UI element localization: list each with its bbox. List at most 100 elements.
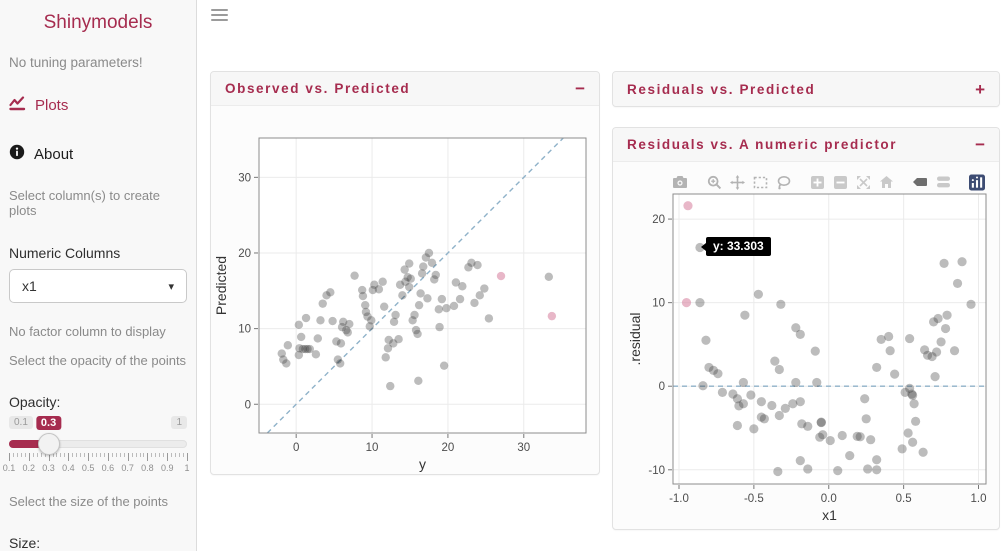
scatter-point[interactable]	[957, 257, 967, 267]
scatter-point[interactable]	[897, 444, 907, 454]
scatter-point[interactable]	[816, 417, 826, 427]
scatter-point[interactable]	[738, 377, 748, 388]
scatter-point[interactable]	[756, 397, 766, 407]
scatter-point[interactable]	[695, 298, 705, 308]
scatter-point[interactable]	[860, 394, 870, 404]
scatter-point[interactable]	[905, 333, 915, 344]
scatter-point[interactable]	[780, 403, 790, 413]
plotly-logo-icon[interactable]	[969, 174, 985, 190]
zoom-out-icon[interactable]	[832, 174, 848, 190]
scatter-point[interactable]	[773, 466, 783, 477]
pan-icon[interactable]	[729, 174, 745, 190]
scatter-point[interactable]	[734, 401, 744, 411]
autoscale-icon[interactable]	[855, 174, 871, 190]
scatter-point[interactable]	[936, 337, 946, 347]
numeric-columns-select[interactable]: x1 ▾	[9, 269, 187, 303]
scatter-point[interactable]	[704, 362, 714, 373]
box-select-icon[interactable]	[752, 174, 768, 190]
scatter-point[interactable]	[753, 289, 763, 299]
scatter-point[interactable]	[866, 435, 876, 445]
scatter-point[interactable]	[795, 455, 805, 466]
scatter-point[interactable]	[728, 389, 738, 399]
scatter-point[interactable]	[837, 430, 847, 441]
scatter-point[interactable]	[903, 428, 913, 438]
scatter-point[interactable]	[900, 387, 910, 398]
scatter-point[interactable]	[952, 278, 963, 289]
scatter-point[interactable]	[911, 416, 921, 426]
scatter-point[interactable]	[815, 432, 825, 442]
scatter-point[interactable]	[931, 347, 942, 357]
highlighted-scatter-point[interactable]	[681, 298, 692, 308]
scatter-point[interactable]	[852, 431, 862, 441]
camera-icon[interactable]	[672, 174, 688, 190]
scatter-point[interactable]	[833, 466, 843, 476]
scatter-point[interactable]	[872, 465, 882, 475]
scatter-point[interactable]	[845, 450, 855, 461]
scatter-point[interactable]	[918, 447, 928, 457]
scatter-point[interactable]	[940, 323, 951, 334]
scatter-point[interactable]	[876, 334, 886, 345]
scatter-point[interactable]	[749, 424, 759, 434]
scatter-point[interactable]	[825, 435, 835, 446]
scatter-point[interactable]	[767, 400, 777, 411]
scatter-point[interactable]	[922, 350, 933, 360]
scatter-point[interactable]	[795, 397, 805, 407]
scatter-point[interactable]	[788, 399, 798, 409]
scatter-point[interactable]	[928, 317, 939, 327]
scatter-point[interactable]	[732, 420, 742, 431]
scatter-point[interactable]	[803, 464, 813, 474]
residuals-vs-x1-plot[interactable]: -1.0 -0.5 0.0 0.5 1.0 -10 0 10 20 x1 .residual	[613, 162, 999, 530]
home-icon[interactable]	[878, 174, 894, 190]
scatter-point[interactable]	[908, 390, 918, 401]
scatter-point[interactable]	[927, 351, 937, 362]
sidebar-item-about[interactable]: About	[9, 144, 187, 164]
scatter-point[interactable]	[810, 346, 820, 356]
hover-closest-icon[interactable]	[912, 174, 928, 190]
collapse-minus-icon[interactable]: −	[575, 79, 585, 98]
scatter-point[interactable]	[863, 464, 873, 474]
scatter-point[interactable]	[909, 399, 919, 409]
hover-compare-icon[interactable]	[935, 174, 951, 190]
scatter-point[interactable]	[746, 390, 756, 400]
scatter-point[interactable]	[759, 414, 769, 424]
scatter-point[interactable]	[905, 383, 915, 393]
scatter-point[interactable]	[776, 299, 786, 309]
scatter-point[interactable]	[708, 365, 719, 375]
scatter-point[interactable]	[797, 419, 807, 429]
scatter-point[interactable]	[791, 377, 801, 388]
scatter-point[interactable]	[890, 369, 900, 379]
scatter-point[interactable]	[698, 381, 708, 391]
zoom-icon[interactable]	[706, 174, 722, 190]
scatter-point[interactable]	[803, 421, 813, 431]
scatter-point[interactable]	[861, 414, 871, 424]
scatter-point[interactable]	[942, 310, 952, 320]
scatter-point[interactable]	[919, 345, 930, 355]
scatter-point[interactable]	[855, 432, 865, 442]
scatter-point[interactable]	[774, 410, 784, 421]
scatter-point[interactable]	[885, 346, 895, 356]
scatter-point[interactable]	[795, 329, 805, 340]
scatter-point[interactable]	[738, 399, 748, 409]
zoom-in-icon[interactable]	[809, 174, 825, 190]
scatter-point[interactable]	[740, 310, 750, 320]
scatter-point[interactable]	[908, 437, 918, 447]
scatter-point[interactable]	[701, 335, 711, 345]
slider-handle[interactable]	[37, 433, 60, 455]
scatter-point[interactable]	[812, 377, 822, 388]
lasso-select-icon[interactable]	[775, 174, 791, 190]
scatter-point[interactable]	[907, 389, 917, 399]
sidebar-item-plots[interactable]: Plots	[9, 96, 187, 115]
scatter-point[interactable]	[939, 258, 949, 268]
scatter-point[interactable]	[933, 313, 943, 324]
scatter-point[interactable]	[872, 455, 882, 465]
scatter-point[interactable]	[732, 394, 742, 404]
highlighted-scatter-point[interactable]	[683, 201, 693, 211]
collapse-minus-icon[interactable]: −	[975, 135, 985, 154]
scatter-point[interactable]	[872, 362, 882, 373]
scatter-point[interactable]	[884, 331, 894, 342]
scatter-point[interactable]	[949, 346, 960, 356]
scatter-point[interactable]	[930, 372, 940, 382]
scatter-point[interactable]	[818, 430, 828, 440]
scatter-point[interactable]	[816, 417, 826, 428]
scatter-point[interactable]	[791, 323, 801, 333]
